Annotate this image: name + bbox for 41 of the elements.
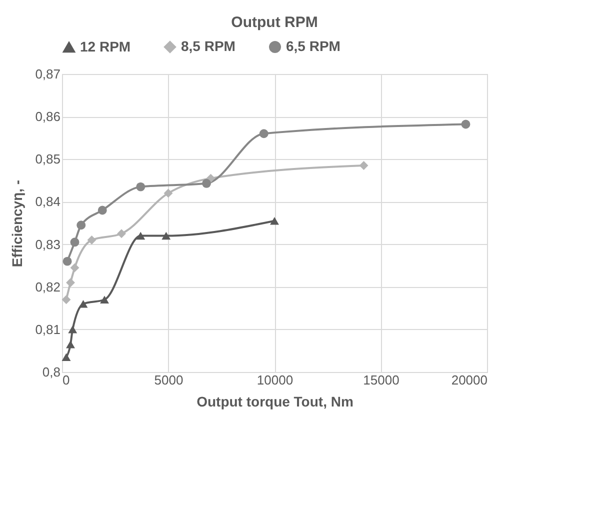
point (136, 232, 146, 240)
point (70, 263, 80, 272)
y-tick-label: 0,84 (35, 194, 60, 210)
x-tick-label: 20000 (451, 372, 488, 388)
point (87, 236, 96, 244)
x-tick-label: 15000 (363, 372, 400, 388)
y-tick-label: 0,82 (35, 279, 60, 294)
point (202, 178, 211, 188)
legend-label: 8,5 RPM (181, 38, 236, 54)
point (259, 129, 268, 138)
y-tick-label: 0,8 (42, 364, 60, 380)
point (461, 120, 470, 129)
y-tick-label: 0,86 (35, 109, 60, 124)
point (62, 256, 72, 266)
point (98, 206, 107, 215)
chart-title: Output RPM (231, 14, 318, 31)
point (100, 296, 109, 304)
legend-label: 6,5 RPM (286, 38, 340, 54)
x-tick-label: 0 (62, 372, 70, 388)
legend-label: 12 RPM (80, 38, 131, 54)
point (70, 238, 80, 247)
point (270, 217, 279, 225)
y-tick-label: 0,81 (35, 322, 60, 337)
x-axis-title: Output torque Tout, Nm (196, 394, 354, 410)
x-tick-label: 10000 (256, 372, 294, 388)
point (162, 232, 171, 240)
y-tick-label: 0,87 (35, 66, 60, 82)
point (359, 161, 368, 170)
point (78, 300, 88, 308)
point (66, 278, 75, 288)
point (62, 295, 71, 304)
point (62, 353, 71, 361)
point (68, 326, 78, 334)
y-axis-title: Efficiencyη, - (9, 180, 26, 268)
point (136, 182, 146, 192)
point (117, 229, 126, 238)
y-tick-label: 0,83 (35, 236, 60, 252)
x-tick-label: 5000 (154, 372, 184, 388)
point (164, 188, 173, 198)
y-tick-label: 0,85 (35, 152, 60, 167)
point (76, 220, 86, 230)
